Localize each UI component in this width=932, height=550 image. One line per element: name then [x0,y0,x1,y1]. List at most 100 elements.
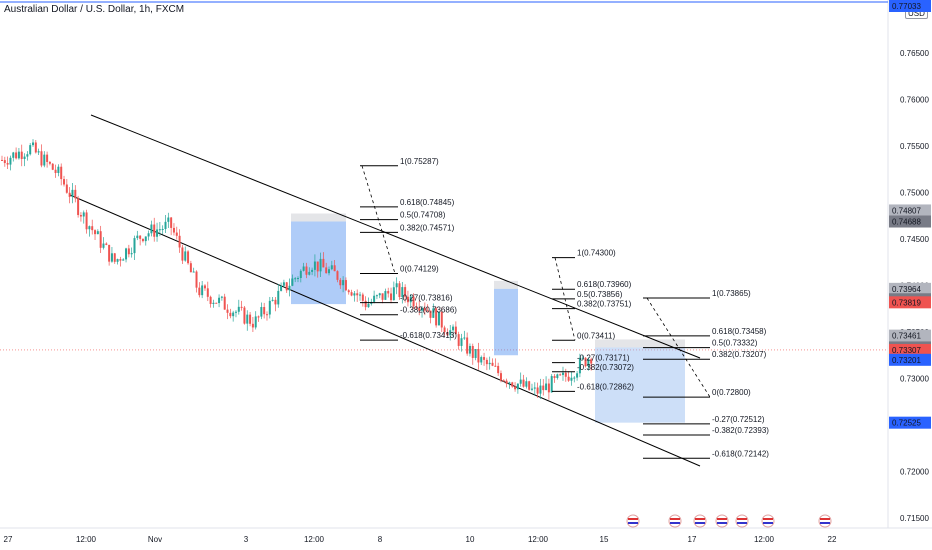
candle-body [587,359,590,367]
candle-body [330,265,333,270]
candle-body [415,306,418,308]
candle-body [271,299,274,301]
fib-level-label: 0(0.74129) [400,265,439,274]
candle-body [282,282,285,286]
candle-body [60,166,63,180]
candle-body [184,251,187,261]
candle-body [263,307,266,315]
candle-body [561,372,564,375]
price-label-bg [889,282,931,295]
x-tick-label: 17 [688,535,697,544]
candle-body [395,283,398,288]
candle-body [457,334,460,346]
fib-trend-line [646,297,711,398]
fib-trend-line [554,257,576,341]
candle-body [6,163,9,165]
event-flag-stripe [695,522,705,524]
y-tick-label: 0.76000 [900,96,929,105]
candle-body [20,151,23,159]
candle-body [336,271,339,280]
target-zone [595,347,685,423]
price-label-bg [889,204,931,217]
candle-body [421,307,424,311]
price-label: 0.74688 [892,218,921,227]
fib-level-label: -0.382(0.73686) [400,306,457,315]
candle-body [567,376,570,381]
candle-body [485,359,488,365]
fib-level-label: 0.618(0.73960) [577,280,632,289]
candle-body [333,265,336,272]
candle-body [226,309,229,313]
event-flag-stripe [717,522,727,524]
candle-body [350,292,353,296]
candle-body [505,380,508,384]
fib-level-label: 1(0.74300) [577,249,616,258]
candle-body [257,316,260,318]
candle-body [576,373,579,378]
candle-body [446,332,449,336]
candle-body [29,145,32,155]
x-tick-label: 22 [828,535,837,544]
zone-cap [291,213,346,222]
event-flag-icon [818,514,832,528]
event-flag-stripe [670,518,680,520]
candle-body [65,184,68,193]
candle-body [122,259,125,261]
candle-body [468,345,471,354]
candle-body [308,271,311,275]
candle-body [294,278,297,280]
candle-body [404,287,407,297]
price-label: 0.73307 [892,346,921,355]
candle-body [559,374,562,376]
candle-body [212,302,215,304]
candle-body [328,269,331,274]
fib-level-label: -0.27(0.73171) [577,354,630,363]
target-zone [494,288,518,356]
candle-body [158,229,161,231]
candle-body [466,337,469,354]
candle-body [359,294,362,296]
candle-body [195,271,198,288]
fib-level-label: 0(0.73411) [577,331,615,340]
event-flag-stripe [763,522,773,524]
candle-body [497,365,500,374]
candle-body [426,310,429,312]
candle-body [508,382,511,384]
fib-level-label: -0.27(0.73816) [400,294,453,303]
candle-body [412,296,415,307]
event-flag-icon [761,514,775,528]
candle-body [150,224,153,234]
candle-body [381,293,384,300]
candle-body [277,290,280,305]
candle-body [113,253,116,262]
candle-body [110,253,113,262]
candle-body [15,152,18,159]
price-label: 0.73819 [892,298,921,307]
candle-body [530,388,533,390]
fib-level-label: 0.382(0.73751) [577,300,632,309]
candle-body [423,307,426,311]
event-flag-stripe [670,522,680,524]
y-tick-label: 0.72000 [900,468,929,477]
candle-body [23,156,26,159]
price-label-bg [889,343,931,356]
candle-body [116,259,119,262]
candle-body [288,285,291,291]
fib-level-label: -0.382(0.73072) [577,363,634,372]
fib-level-label: 0.382(0.73207) [712,350,767,359]
price-label: 0.73461 [892,332,921,341]
candle-body [136,235,139,239]
candle-body [119,259,122,261]
price-label: 0.73201 [892,356,921,365]
candle-body [373,295,376,302]
candle-body [502,380,505,382]
candle-body [322,258,325,268]
price-label-bg [889,416,931,429]
candle-body [215,302,218,304]
candle-body [511,382,514,387]
price-label-bg [889,296,931,309]
y-tick-label: 0.71500 [900,514,929,523]
candle-body [141,238,144,242]
candle-body [133,238,136,254]
